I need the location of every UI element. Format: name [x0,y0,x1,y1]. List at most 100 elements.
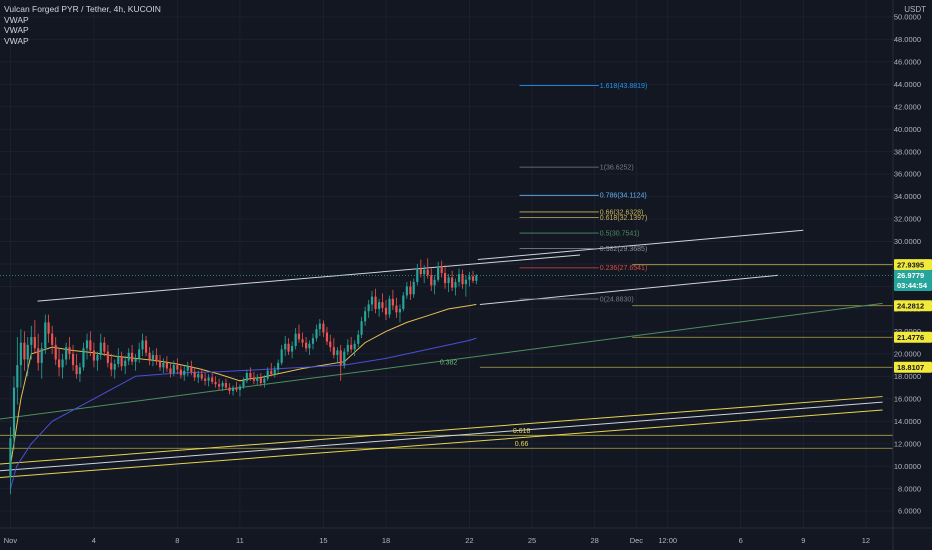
candle-body [92,350,95,361]
candle-body [130,352,134,362]
candle-body [318,323,321,330]
legend-indicator-vwap-3[interactable]: VWAP [4,35,29,46]
candle-body [179,369,182,376]
trend-line [0,302,883,420]
candle-body [284,343,287,350]
candle-body [360,321,363,335]
candle-body [468,276,471,280]
candle-body [405,286,408,296]
y-tick-label: 22.0000 [894,327,921,336]
y-tick-label: 38.0000 [894,147,921,156]
trend-line [477,229,804,261]
candle-body [378,302,381,309]
candle-body [141,340,144,350]
price-badge [894,259,932,271]
candle-body [169,368,172,373]
legend-indicator-vwap-2[interactable]: VWAP [4,25,29,35]
candle-body [252,377,255,381]
price-unit-label: USDT [904,5,926,14]
candle-body [44,322,47,349]
candle-body [447,277,450,284]
y-tick-label: 30.0000 [894,237,921,246]
candle-body [242,380,245,387]
candle-body [23,342,26,360]
candle-body [103,342,106,352]
candle-body [207,377,210,381]
fib-level-label: 1.618(43.8819) [600,83,647,90]
price-badge [894,269,932,281]
candle-body [461,274,464,285]
candle-body [440,266,443,273]
candle-body [124,360,127,367]
candle-body [228,387,231,391]
x-tick-label: Nov [4,536,18,545]
x-tick-label: 12 [862,536,870,545]
grid [0,0,893,528]
y-tick-label: 18.0000 [894,372,921,381]
price-badge-label: 03:44:54 [897,281,928,290]
candle-body [155,354,158,362]
candle-body [12,387,16,439]
candle-body [68,347,71,354]
candle-body [353,343,356,350]
candle-body [423,269,426,275]
y-tick-label: 34.0000 [894,192,921,201]
x-tick-label: Dec [630,536,644,545]
candle-body [186,366,189,371]
time-axis[interactable]: Nov 4 8 11 15 18 22 25 28 Dec 12:00 6 9 12 [0,527,932,545]
candle-body [89,340,92,351]
candle-body [47,322,50,334]
candle-body [308,343,311,349]
candle-body [273,369,276,375]
legend-indicator-vwap-1[interactable]: VWAP [4,14,29,25]
candle-body [217,384,221,387]
fib-level-label: 1(36.6252) [600,164,634,171]
price-badge [894,300,932,312]
candle-body [65,347,68,360]
y-tick-label: 6.0000 [898,507,921,516]
candle-body [61,359,64,368]
candle-body [16,365,19,388]
fib-level-label: 0.66(32.6328) [600,209,644,216]
candle-body [211,377,214,382]
drawings[interactable] [0,85,893,478]
candle-body [85,340,89,349]
candle-body [33,337,36,349]
channel-level-label: 0.618 [513,428,531,435]
candle-body [350,344,353,350]
fib-level-label: 0.382(29.3685) [600,246,647,253]
candle-body [297,333,301,340]
x-tick-label: 22 [465,536,473,545]
candle-body [370,296,374,305]
candle-body [197,374,200,378]
trend-line [479,274,779,305]
candle-body [329,341,332,348]
candle-body [204,378,207,381]
candle-body [9,438,12,478]
candle-body [172,365,175,373]
y-tick-label: 10.0000 [894,462,921,471]
y-tick-label: 46.0000 [894,57,921,66]
candle-body [381,302,384,308]
candle-body [30,337,33,345]
candle-body [451,277,454,288]
candle-body [110,362,113,370]
candle-body [305,342,308,349]
candle-body [270,370,273,375]
trend-line [0,401,883,472]
price-badge-label: 18.8107 [897,363,924,372]
y-tick-label: 16.0000 [894,394,921,403]
y-tick-label: 12.0000 [894,439,921,448]
candle-body [238,386,242,390]
candle-body [256,377,259,381]
fib-level-label: 0(24.8830) [600,296,634,303]
trend-line [0,409,883,478]
candle-body [117,356,120,364]
drawing-labels: 1.618(43.8819) 1(36.6252) 0.786(34.1124) 0.… [440,83,647,448]
candle-body [311,338,315,344]
candle-body [162,362,165,368]
y-tick-label: 36.0000 [894,170,921,179]
candle-body [409,286,412,295]
candle-body [364,311,367,322]
